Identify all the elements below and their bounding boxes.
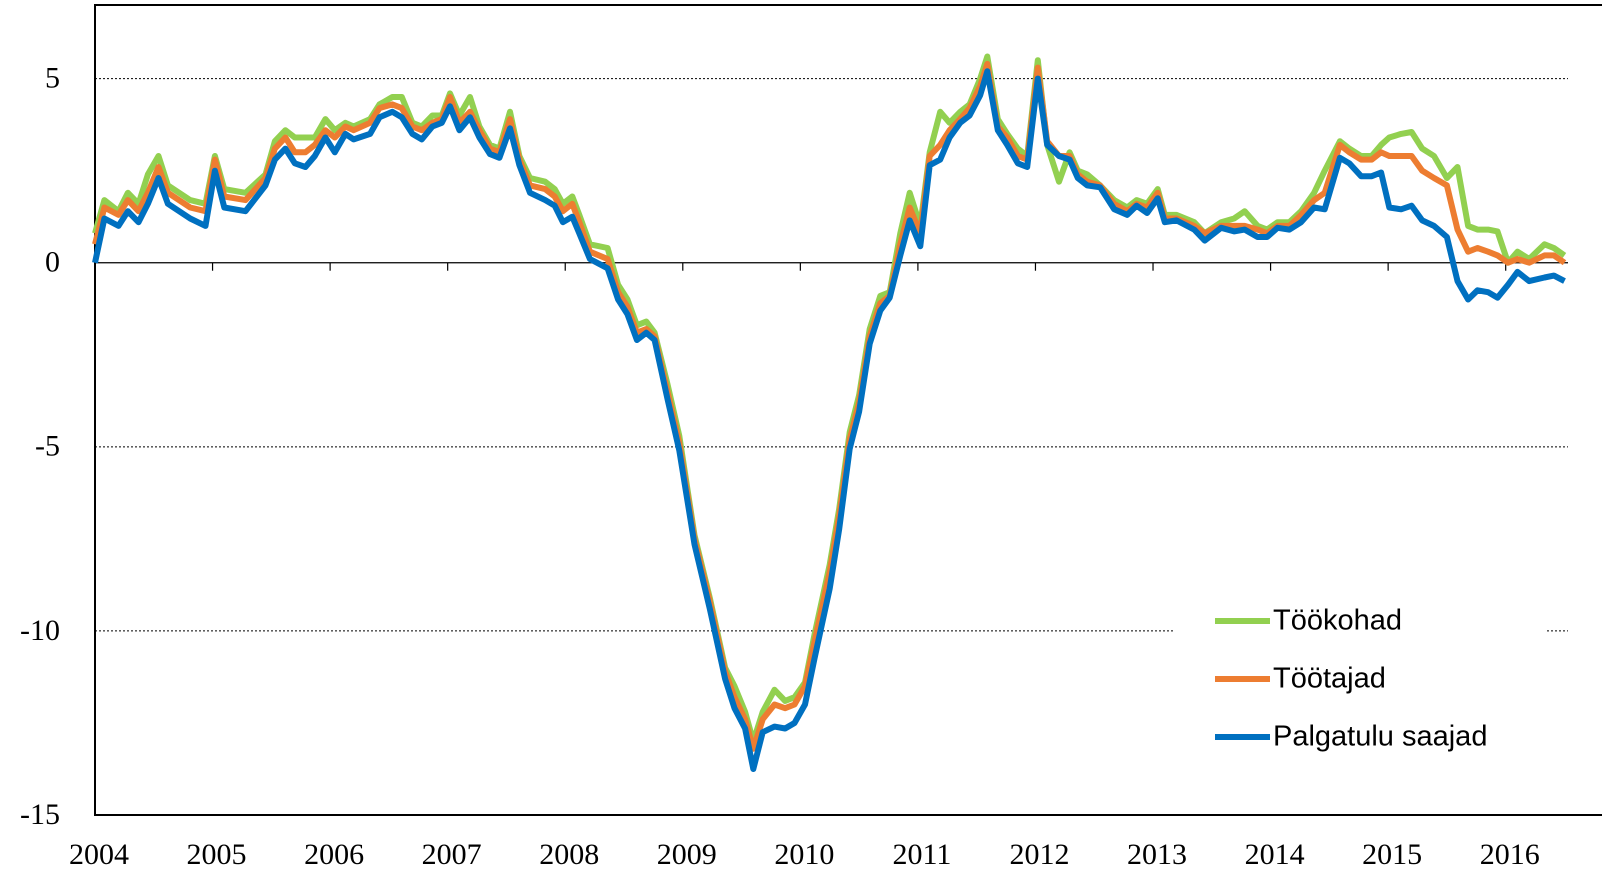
x-tick-label: 2013 xyxy=(1127,838,1187,871)
legend-label: Töökohad xyxy=(1273,605,1402,637)
y-tick-label: -15 xyxy=(20,798,60,831)
x-tick-label: 2006 xyxy=(304,838,364,871)
y-tick-label: 5 xyxy=(45,62,60,95)
x-tick-label: 2005 xyxy=(187,838,247,871)
y-tick-label: 0 xyxy=(45,246,60,279)
x-tick-label: 2009 xyxy=(657,838,717,871)
plot-frame xyxy=(94,4,1602,816)
x-tick-label: 2015 xyxy=(1362,838,1422,871)
legend-box xyxy=(1175,595,1545,770)
x-tick-label: 2016 xyxy=(1480,838,1540,871)
x-tick-label: 2010 xyxy=(774,838,834,871)
legend-label: Töötajad xyxy=(1273,663,1386,695)
series-line xyxy=(92,68,1566,772)
x-tick-label: 2007 xyxy=(422,838,482,871)
x-tick-label: 2014 xyxy=(1245,838,1305,871)
x-tick-label: 2008 xyxy=(539,838,599,871)
y-tick-label: -5 xyxy=(35,430,60,463)
x-tick-label: 2004 xyxy=(69,838,129,871)
y-tick-label: -10 xyxy=(20,614,60,647)
x-tick-label: 2011 xyxy=(892,838,951,871)
legend-label: Palgatulu saajad xyxy=(1273,721,1487,753)
x-tick-label: 2012 xyxy=(1009,838,1069,871)
